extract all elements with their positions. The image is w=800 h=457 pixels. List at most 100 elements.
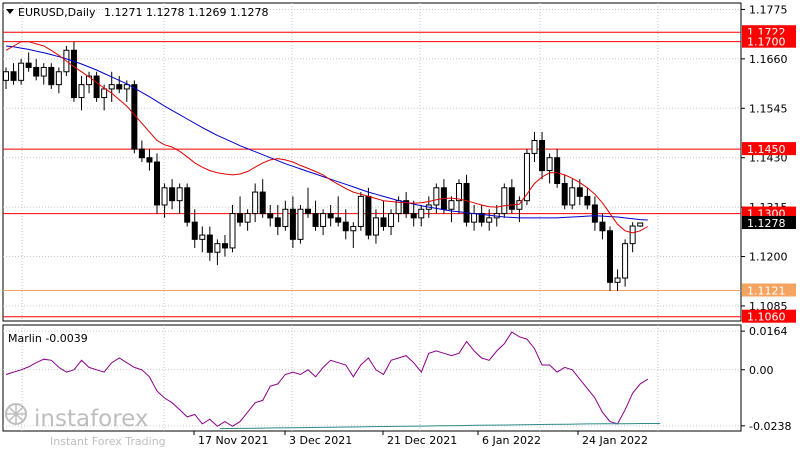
level-badge-value: 1.1278: [747, 217, 786, 230]
candle-body-up: [40, 66, 47, 77]
candle-body-down: [508, 187, 515, 210]
price-scale-label: 1.1660: [749, 53, 788, 66]
candle: [138, 140, 145, 162]
candle-body-down: [267, 213, 274, 219]
candle: [116, 76, 123, 94]
candle-body-up: [214, 243, 221, 253]
level-badge: 1.1450: [742, 142, 796, 156]
candle: [18, 58, 25, 85]
level-badge-bg: [742, 142, 796, 156]
candle-body-up: [350, 225, 357, 232]
candle-body-up: [456, 182, 462, 202]
candle-body-up: [388, 213, 395, 227]
candle-body-up: [101, 88, 108, 99]
candle-body-down: [274, 217, 281, 227]
candle-body-up: [199, 234, 206, 240]
candle-body-up: [55, 71, 62, 86]
watermark-tagline: Instant Forex Trading: [50, 435, 166, 448]
level-badge: 1.1700: [742, 34, 796, 49]
indicator-scale: 0.0164 0.00 -0.0238: [741, 325, 791, 433]
candle-body-up: [86, 75, 93, 86]
indicator-panel[interactable]: [2, 324, 742, 432]
candlestick-series: [3, 41, 644, 291]
candle: [312, 200, 319, 231]
candle: [169, 179, 176, 210]
candle-body-down: [138, 148, 145, 159]
indicator-scale-label: -0.0238: [749, 420, 791, 433]
candle-body-down: [599, 221, 606, 232]
dropdown-triangle-icon[interactable]: [6, 9, 14, 14]
indicator-grid: [3, 325, 741, 431]
candle: [289, 196, 296, 248]
candle: [380, 200, 387, 231]
candle-body-up: [78, 84, 85, 99]
candle: [214, 239, 221, 266]
candle-body-down: [169, 187, 176, 202]
instaforex-watermark: instaforex Instant Forex Trading: [5, 403, 166, 448]
candle-body-up: [418, 208, 425, 219]
candle: [523, 149, 530, 205]
level-badge-value: 1.1450: [747, 143, 786, 156]
candle-body-down: [463, 182, 470, 223]
indicator-scale-label: 0.0164: [749, 325, 788, 338]
candle-body-up: [614, 277, 621, 283]
candle-body-up: [372, 217, 379, 236]
candle: [48, 63, 55, 89]
candle-body-down: [25, 62, 32, 68]
candle-body-up: [569, 187, 576, 206]
candle: [335, 196, 342, 227]
candle-body-down: [191, 221, 198, 240]
candle: [546, 153, 553, 184]
main-chart-panel[interactable]: [2, 2, 742, 322]
candle: [508, 179, 515, 214]
marlin-signal-line: [219, 423, 661, 430]
candle-body-down: [289, 208, 296, 240]
candle: [576, 179, 583, 205]
candle: [561, 174, 568, 210]
candle-body-up: [161, 187, 168, 206]
candle-body-up: [176, 187, 183, 202]
candle: [403, 192, 410, 218]
candle-body-down: [206, 234, 213, 253]
candle-body-down: [93, 75, 100, 99]
candle: [206, 226, 213, 261]
candle-body-up: [486, 217, 493, 223]
horizontal-levels: [3, 31, 741, 318]
candle-body-up: [629, 225, 636, 245]
candle-body-down: [116, 84, 123, 90]
candle: [237, 196, 244, 227]
candle: [486, 209, 493, 231]
candle: [554, 149, 561, 188]
date-label: 24 Jan 2022: [582, 434, 648, 447]
candle: [146, 149, 153, 171]
price-scale[interactable]: 1.17751.16601.15451.14301.13151.12001.10…: [741, 3, 788, 313]
candle: [154, 153, 160, 214]
candle: [199, 226, 206, 253]
candle: [531, 131, 538, 162]
time-scale[interactable]: 17 Nov 2021 3 Dec 2021 21 Dec 2021 6 Jan 20…: [193, 431, 648, 447]
candle: [274, 204, 281, 236]
date-label: 3 Dec 2021: [289, 434, 352, 447]
candle-body-down: [10, 71, 17, 81]
watermark-brand: instaforex: [34, 406, 149, 432]
candle-body-up: [252, 191, 259, 215]
candle: [350, 222, 357, 248]
candle: [86, 71, 93, 94]
candle-body-up: [433, 187, 440, 206]
candle-body-down: [237, 213, 244, 223]
candle-body-up: [244, 213, 251, 223]
candle-body-down: [410, 213, 417, 219]
candle-body-up: [357, 195, 364, 227]
level-badges: 1.17221.17001.14501.13001.12781.11211.10…: [742, 25, 796, 324]
candle: [221, 235, 228, 257]
candle: [342, 209, 349, 240]
ma-fast-line: [5, 41, 649, 234]
candle: [607, 226, 613, 291]
price-scale-label: 1.1775: [749, 3, 788, 16]
level-badge-bg: [742, 309, 796, 323]
candle-body-down: [184, 187, 191, 223]
candle: [501, 183, 508, 218]
candle: [305, 187, 311, 218]
marlin-oscillator-line: [5, 331, 649, 427]
